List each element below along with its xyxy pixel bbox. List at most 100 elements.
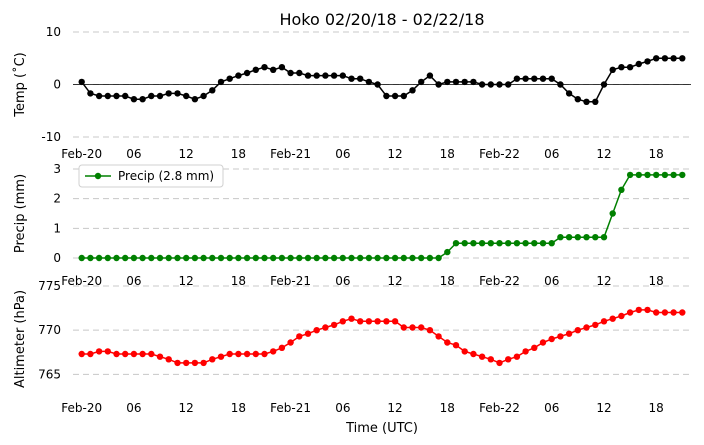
data-point bbox=[148, 350, 155, 358]
data-point bbox=[322, 72, 329, 79]
data-point bbox=[426, 327, 434, 334]
data-point bbox=[287, 254, 294, 262]
data-point bbox=[226, 254, 233, 262]
data-point bbox=[365, 318, 373, 325]
x-tick-label: 12 bbox=[179, 147, 194, 161]
data-point bbox=[418, 254, 425, 262]
x-tick-label: 12 bbox=[387, 147, 402, 161]
y-axis-label: Precip (mm) bbox=[13, 174, 28, 253]
x-tick-label: 06 bbox=[544, 147, 559, 161]
data-point bbox=[635, 306, 642, 314]
data-point bbox=[444, 248, 451, 256]
data-point bbox=[217, 353, 225, 360]
data-point bbox=[339, 318, 346, 325]
data-point bbox=[400, 324, 407, 331]
data-point bbox=[600, 318, 608, 325]
data-point bbox=[496, 81, 503, 88]
data-point bbox=[243, 69, 251, 77]
data-point bbox=[200, 254, 207, 262]
data-point bbox=[122, 254, 129, 262]
x-tick-label: Feb-20 bbox=[61, 401, 102, 415]
data-point bbox=[304, 330, 312, 337]
x-tick-label: 06 bbox=[544, 401, 559, 415]
data-point bbox=[626, 309, 634, 316]
x-tick-label: 12 bbox=[387, 401, 402, 415]
data-point bbox=[270, 66, 277, 74]
legend-label: Precip (2.8 mm) bbox=[118, 169, 214, 183]
data-point bbox=[513, 240, 521, 247]
data-point bbox=[452, 240, 460, 247]
x-tick-label: Feb-22 bbox=[479, 147, 520, 161]
data-point bbox=[435, 333, 442, 340]
data-point bbox=[574, 96, 581, 103]
data-point bbox=[130, 350, 138, 358]
data-point bbox=[478, 240, 486, 247]
y-tick-label: 10 bbox=[46, 25, 61, 39]
data-point bbox=[391, 318, 399, 325]
data-point bbox=[592, 234, 599, 241]
data-point bbox=[148, 254, 155, 262]
data-point bbox=[374, 318, 381, 325]
x-tick-label: Feb-22 bbox=[479, 401, 520, 415]
data-point bbox=[130, 96, 138, 103]
x-tick-label: Feb-21 bbox=[270, 147, 311, 161]
data-point bbox=[365, 254, 373, 262]
data-point bbox=[339, 254, 346, 262]
legend-marker bbox=[94, 172, 102, 180]
data-point bbox=[148, 92, 155, 100]
data-point bbox=[252, 350, 259, 358]
data-point bbox=[270, 348, 277, 355]
data-point bbox=[609, 210, 616, 217]
data-point bbox=[313, 72, 320, 79]
data-point bbox=[348, 75, 355, 82]
data-point bbox=[296, 69, 303, 77]
data-point bbox=[531, 344, 538, 351]
data-point bbox=[313, 327, 320, 334]
data-point bbox=[600, 81, 608, 88]
data-point bbox=[557, 81, 564, 88]
data-point bbox=[548, 335, 555, 343]
data-point bbox=[461, 240, 468, 247]
data-point bbox=[217, 78, 225, 86]
x-tick-label: 18 bbox=[440, 274, 455, 288]
data-point bbox=[670, 171, 677, 179]
series-line bbox=[81, 174, 683, 259]
data-point bbox=[618, 63, 625, 71]
data-point bbox=[444, 78, 451, 86]
data-point bbox=[679, 55, 686, 62]
x-tick-label: 06 bbox=[335, 274, 350, 288]
data-point bbox=[104, 348, 112, 355]
data-point bbox=[548, 240, 555, 247]
data-point bbox=[539, 339, 547, 346]
data-point bbox=[505, 356, 512, 363]
data-point bbox=[426, 72, 434, 79]
data-point bbox=[87, 350, 94, 358]
data-point bbox=[391, 254, 399, 262]
data-point bbox=[548, 75, 555, 82]
data-point bbox=[383, 254, 390, 262]
data-point bbox=[496, 359, 503, 367]
x-tick-label: 18 bbox=[231, 274, 246, 288]
data-point bbox=[78, 350, 85, 358]
data-point bbox=[287, 339, 294, 346]
data-point bbox=[592, 98, 599, 106]
data-point bbox=[391, 92, 399, 100]
data-point bbox=[87, 90, 94, 97]
data-point bbox=[478, 353, 486, 360]
data-point bbox=[313, 254, 320, 262]
data-point bbox=[296, 254, 303, 262]
data-point bbox=[574, 234, 581, 241]
data-point bbox=[635, 171, 642, 179]
data-point bbox=[252, 254, 259, 262]
data-point bbox=[130, 254, 138, 262]
data-point bbox=[653, 309, 660, 316]
data-point bbox=[348, 315, 355, 322]
data-point bbox=[113, 350, 120, 358]
x-tick-label: 18 bbox=[440, 147, 455, 161]
data-point bbox=[252, 66, 259, 74]
data-point bbox=[374, 81, 381, 88]
chart-title: Hoko 02/20/18 - 02/22/18 bbox=[279, 10, 484, 29]
data-point bbox=[339, 72, 346, 79]
y-tick-label: 0 bbox=[53, 78, 61, 92]
data-point bbox=[304, 72, 312, 79]
